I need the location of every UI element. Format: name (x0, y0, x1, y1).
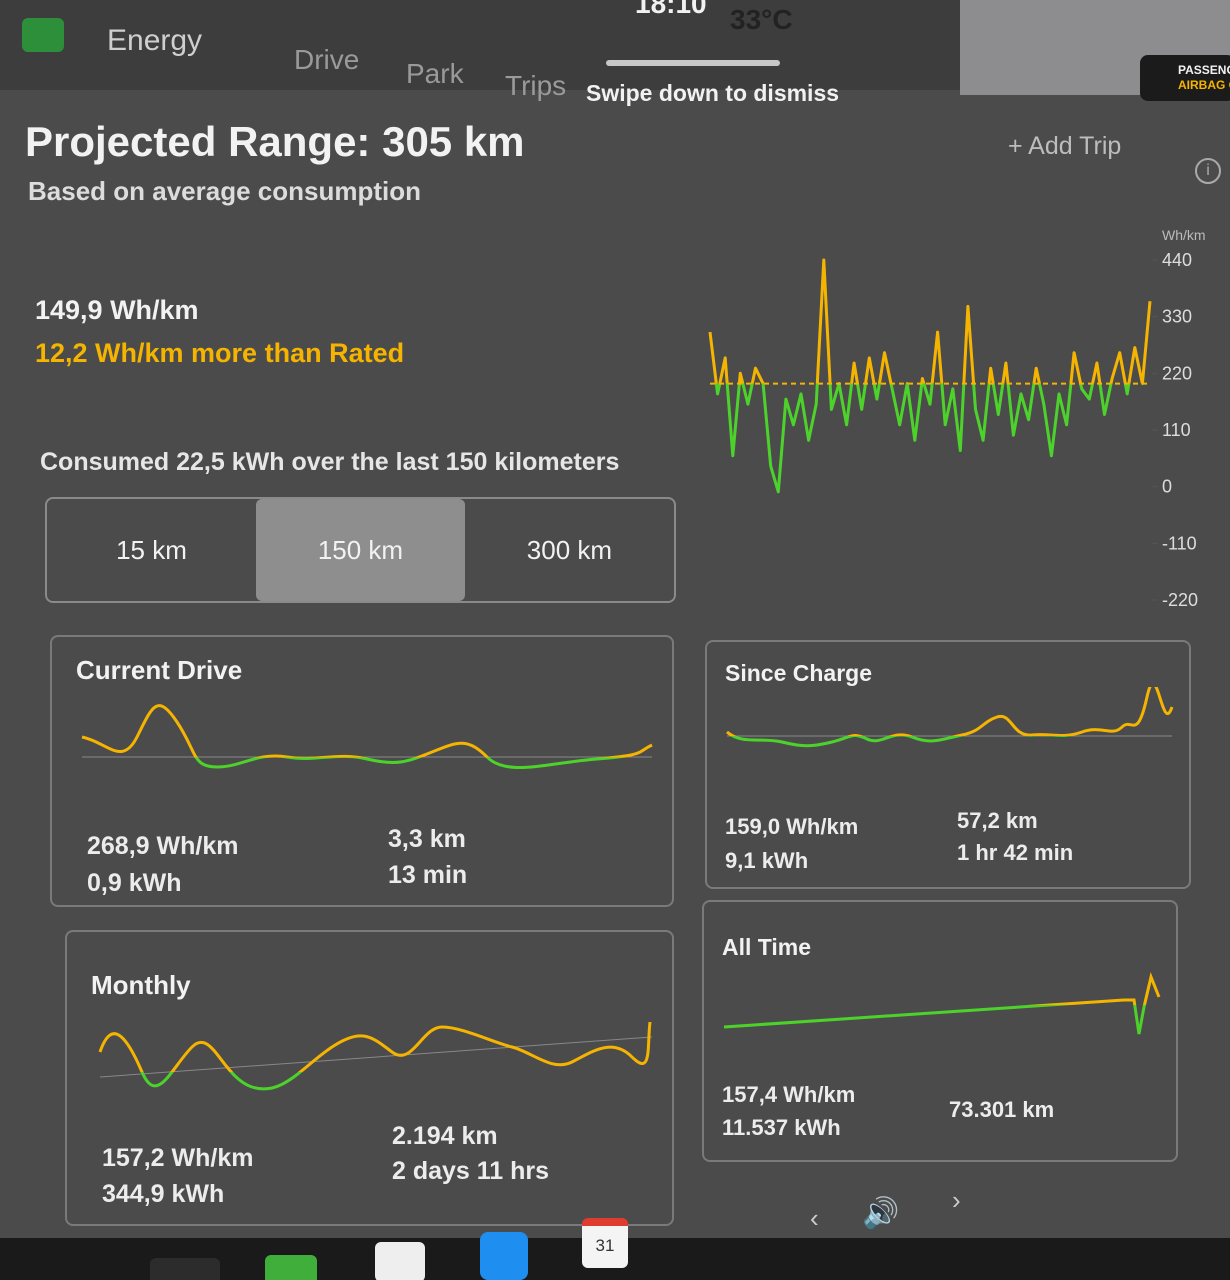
y-tick-label: 0 (1162, 477, 1172, 497)
average-consumption: 149,9 Wh/km (35, 295, 199, 325)
stat: 3,3 km (388, 825, 466, 853)
y-tick-label: 440 (1162, 250, 1192, 270)
calendar-day: 31 (595, 1236, 615, 1255)
sparkline-path (81, 704, 653, 769)
sparkline (81, 704, 653, 769)
stat: 57,2 km (957, 808, 1038, 833)
consumption-chart: Wh/km 440 330 220 110 0 -110 -220 (708, 227, 1206, 610)
stat: 2.194 km (392, 1122, 498, 1150)
stat: 2 days 11 hrs (392, 1157, 550, 1185)
energy-icon (22, 18, 64, 52)
y-tick-label: -110 (1162, 533, 1197, 553)
plus-icon: + (1008, 132, 1029, 160)
stat: 159,0 Wh/km (725, 814, 859, 839)
card: Monthly 157,2 Wh/km 344,9 kWh 2.194 km 2… (65, 930, 674, 1226)
app-icon[interactable] (375, 1242, 425, 1280)
y-axis-label: Wh/km (1162, 227, 1206, 243)
card: Current Drive 268,9 Wh/km 0,9 kWh 3,3 km… (50, 635, 674, 907)
stat: 11.537 kWh (722, 1115, 841, 1140)
sparkline-path (723, 972, 1161, 1035)
stat: 268,9 Wh/km (87, 832, 239, 860)
card-title: Current Drive (76, 655, 243, 685)
tab[interactable]: Drive (294, 44, 360, 75)
consumption-line (708, 258, 1152, 494)
next-arrow[interactable]: › (952, 1185, 961, 1215)
stat: 1 hr 42 min (957, 840, 1074, 865)
clock: 18:10 (635, 0, 707, 19)
stat: 157,4 Wh/km (722, 1082, 856, 1107)
volume-icon[interactable]: 🔊 (862, 1197, 900, 1230)
rated-comparison: 12,2 Wh/km more than Rated (35, 338, 405, 368)
temperature: 33°C (730, 4, 793, 35)
range-option[interactable]: 15 km (116, 534, 187, 565)
tab[interactable]: Park (406, 58, 464, 89)
title: Projected Range: 305 km (25, 118, 525, 165)
airbag-text: PASSENG (1178, 63, 1230, 77)
airbag-badge: PASSENG AIRBAG O (1140, 55, 1230, 101)
card: Since Charge 159,0 Wh/km 9,1 kWh 57,2 km… (705, 640, 1191, 889)
stat: 344,9 kWh (102, 1180, 225, 1208)
add-trip[interactable]: + Add Trip (1008, 132, 1121, 161)
y-tick-label: 220 (1162, 363, 1192, 383)
tab[interactable]: Trips (505, 70, 567, 101)
sparkline-path (726, 687, 1174, 748)
sparkline (726, 687, 1174, 748)
y-tick-label: 330 (1162, 307, 1192, 327)
app-icon[interactable] (480, 1232, 528, 1280)
sparkline (98, 1021, 653, 1091)
dismiss-hint: Swipe down to dismiss (586, 80, 840, 106)
y-tick-label: -220 (1162, 590, 1198, 610)
app-icon[interactable] (150, 1258, 220, 1280)
sparkline-path (98, 1021, 652, 1091)
card-title: Since Charge (725, 660, 872, 686)
tab[interactable]: Energy (107, 24, 203, 57)
stat: 9,1 kWh (725, 848, 809, 873)
stat: 13 min (388, 861, 468, 889)
card: All Time 157,4 Wh/km 11.537 kWh 73.301 k… (702, 900, 1178, 1162)
dismiss-handle (606, 60, 780, 66)
card-title: Monthly (91, 970, 191, 1000)
stat: 73.301 km (949, 1097, 1055, 1122)
consumed-summary: Consumed 22,5 kWh over the last 150 kilo… (40, 448, 620, 476)
add-trip-label: Add Trip (1028, 132, 1122, 160)
subtitle: Based on average consumption (28, 176, 421, 206)
range-option[interactable]: 300 km (526, 534, 613, 565)
stat: 157,2 Wh/km (102, 1144, 254, 1172)
range-selector: 15 km 150 km 300 km (45, 497, 676, 603)
card-title: All Time (722, 934, 812, 960)
airbag-text: AIRBAG O (1178, 78, 1230, 92)
prev-arrow[interactable]: ‹ (810, 1203, 819, 1233)
app-icon[interactable] (265, 1255, 317, 1280)
sparkline (723, 972, 1161, 1035)
calendar-icon[interactable]: 31 (582, 1218, 628, 1268)
range-option[interactable]: 150 km (255, 499, 465, 601)
stat: 0,9 kWh (87, 869, 182, 897)
info-icon[interactable]: i (1195, 158, 1221, 184)
y-tick-label: 110 (1162, 420, 1191, 440)
baseline (99, 1036, 653, 1078)
